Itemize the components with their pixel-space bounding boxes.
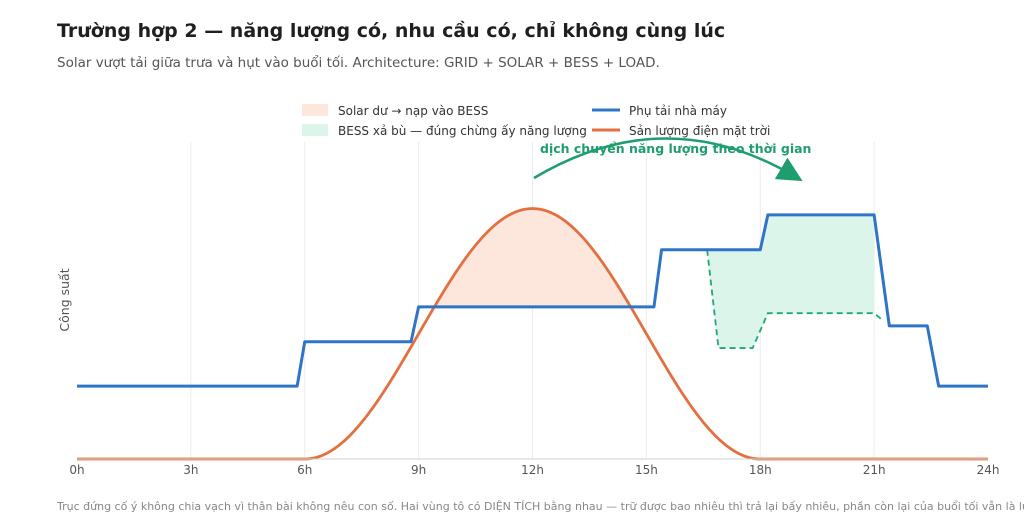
x-tick-6h: 6h [297, 463, 312, 477]
legend-swatch-discharge [302, 124, 328, 136]
area-solar-charge [418, 208, 647, 307]
time-shift-annotation: dịch chuyển năng lượng theo thời gian [540, 141, 811, 156]
page-subtitle: Solar vượt tải giữa trưa và hụt vào buổi… [57, 55, 660, 71]
time-shift-arrow [533, 137, 803, 182]
x-tick-labels: 0h 3h 6h 9h 12h 15h 18h 21h 24h [69, 463, 999, 477]
x-tick-21h: 21h [863, 463, 886, 477]
area-bess-discharge [707, 214, 875, 349]
x-tick-24h: 24h [977, 463, 1000, 477]
grid-residual-line [706, 249, 883, 349]
chart-footnote: Trục đứng cố ý không chia vạch vì thân b… [57, 500, 1024, 513]
legend: Solar dư → nạp vào BESS BESS xả bù — đún… [302, 104, 770, 138]
load-series-line [77, 213, 988, 388]
x-tick-0h: 0h [69, 463, 84, 477]
x-tick-9h: 9h [411, 463, 426, 477]
x-tick-3h: 3h [183, 463, 198, 477]
legend-label-solar: Sản lượng điện mặt trời [629, 124, 770, 138]
legend-label-load: Phụ tải nhà máy [629, 104, 727, 118]
page-title: Trường hợp 2 — năng lượng có, nhu cầu có… [57, 20, 726, 42]
legend-label-charge: Solar dư → nạp vào BESS [338, 104, 488, 118]
filled-areas [418, 208, 875, 349]
x-tick-15h: 15h [635, 463, 658, 477]
legend-swatch-charge [302, 104, 328, 116]
legend-label-discharge: BESS xả bù — đúng chừng ấy năng lượng [338, 124, 587, 138]
x-tick-12h: 12h [521, 463, 544, 477]
x-tick-18h: 18h [749, 463, 772, 477]
y-axis-label: Công suất [57, 268, 72, 331]
